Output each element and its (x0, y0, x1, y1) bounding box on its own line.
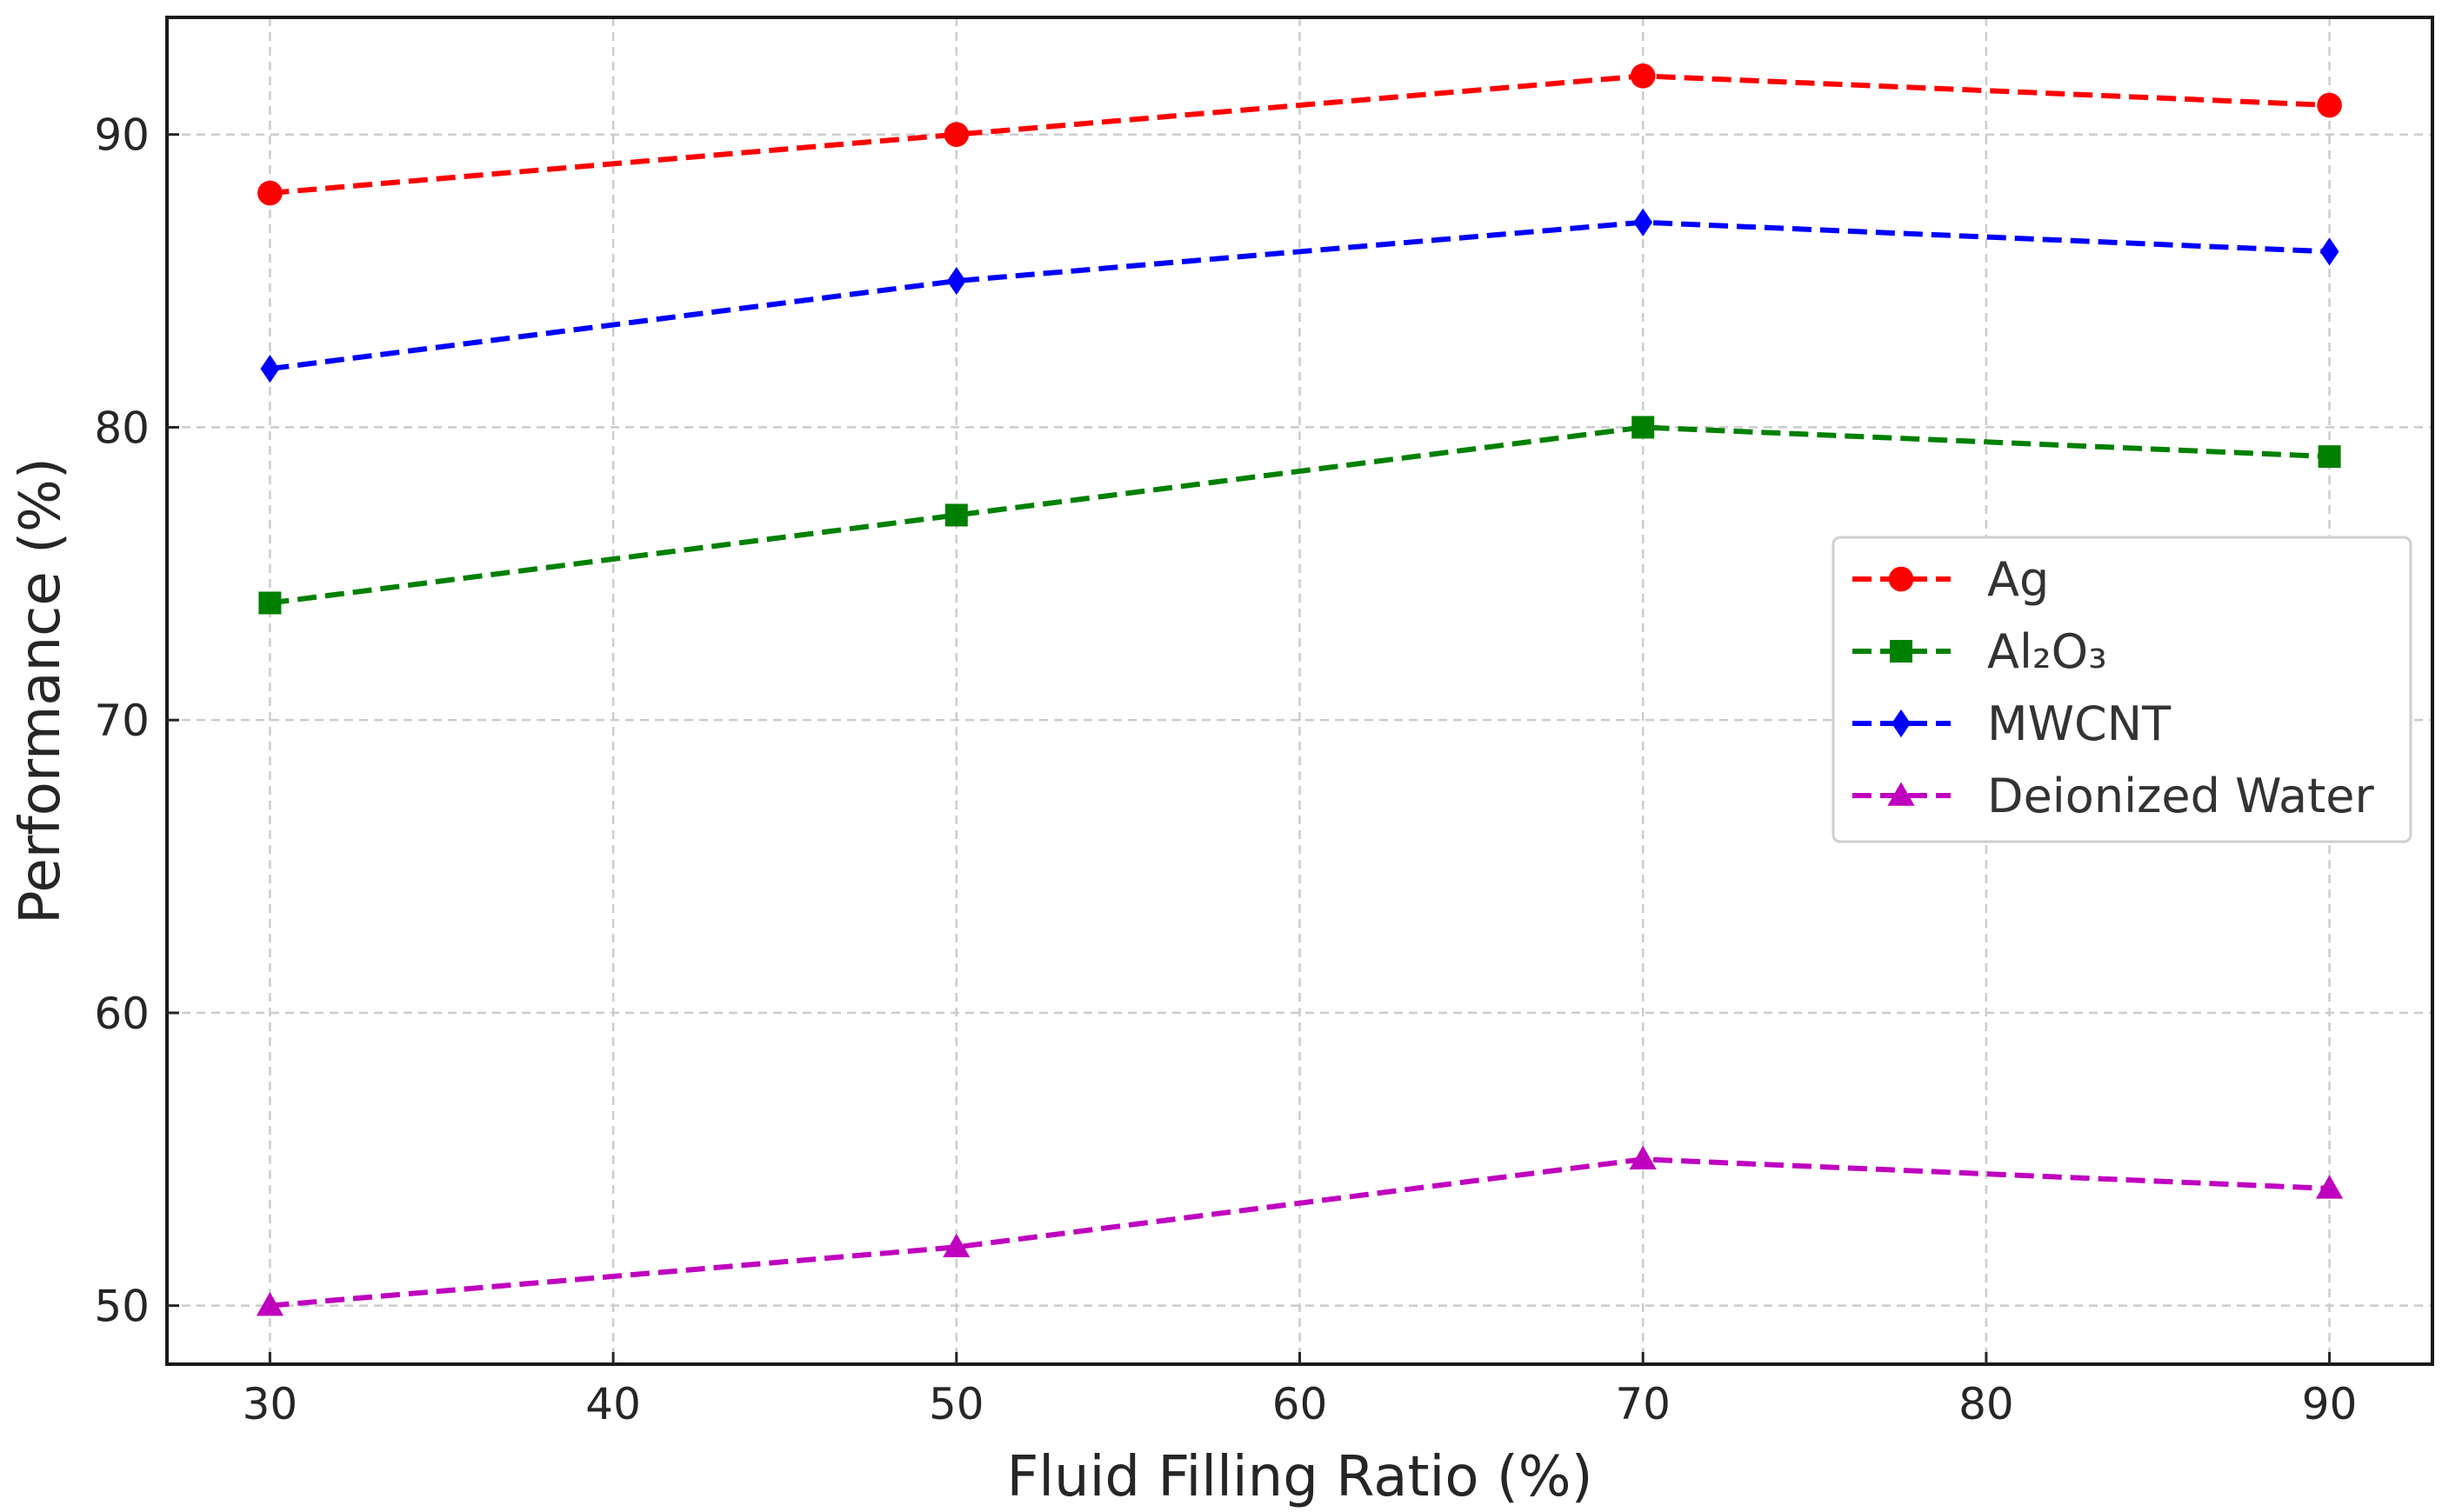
series-line-al-o (270, 424, 2330, 606)
x-tick-label: 50 (929, 1379, 984, 1429)
data-point-al-o (2318, 445, 2341, 469)
data-point-al-o (944, 503, 968, 527)
legend-entry-al-o: Al₂O₃ (1852, 624, 2107, 679)
data-point-ag (1630, 63, 1656, 89)
x-tick-label: 30 (243, 1379, 298, 1429)
y-tick-label: 80 (94, 403, 150, 453)
series-deionized-water (256, 1145, 2344, 1316)
legend-marker-mwcnt (1892, 709, 1911, 738)
y-tick-label: 90 (94, 110, 150, 161)
x-tick-label: 90 (2302, 1379, 2358, 1429)
legend-label-deionized-water: Deionized Water (1987, 769, 2375, 823)
y-tick-label: 50 (94, 1282, 150, 1332)
data-point-mwcnt (946, 266, 966, 296)
x-tick-label: 40 (585, 1379, 641, 1429)
data-point-deionized-water (256, 1292, 284, 1316)
data-point-ag (2317, 92, 2342, 118)
series-line-ag (270, 73, 2330, 196)
y-axis-label: Performance (%) (9, 457, 73, 924)
legend-marker-ag (1888, 566, 1914, 592)
x-tick-label: 70 (1615, 1379, 1671, 1429)
data-point-deionized-water (1629, 1145, 1657, 1169)
legend-marker-deionized-water (1887, 782, 1915, 806)
data-point-mwcnt (2319, 237, 2339, 266)
series-line-mwcnt (270, 219, 2330, 372)
data-point-mwcnt (1633, 208, 1653, 236)
legend-entry-mwcnt: MWCNT (1852, 696, 2172, 751)
ticks: 30 40 50 60 70 80 90 50 60 70 80 90 (94, 110, 2357, 1429)
x-tick-label: 80 (1958, 1379, 2014, 1429)
data-point-al-o (258, 591, 282, 615)
data-point-deionized-water (2315, 1175, 2344, 1199)
series-line-deionized-water (270, 1156, 2330, 1309)
legend: Ag Al₂O₃ MWCNT Deionized Water (1832, 536, 2412, 843)
legend-label-mwcnt: MWCNT (1987, 696, 2172, 751)
series-al-o (258, 416, 2341, 615)
x-axis-label: Fluid Filling Ratio (%) (1006, 1445, 1592, 1509)
x-tick-label: 60 (1272, 1379, 1328, 1429)
legend-box (1832, 536, 2412, 843)
data-point-mwcnt (260, 354, 280, 383)
legend-entry-deionized-water: Deionized Water (1852, 769, 2375, 823)
legend-entry-ag: Ag (1852, 552, 2049, 607)
series-layer (256, 63, 2344, 1316)
series-mwcnt (260, 208, 2339, 383)
data-point-ag (257, 180, 283, 206)
legend-label-ag: Ag (1987, 552, 2049, 607)
y-tick-label: 70 (94, 696, 150, 746)
data-point-al-o (1631, 416, 1655, 439)
legend-label-al-o: Al₂O₃ (1987, 624, 2107, 679)
series-ag (257, 63, 2342, 206)
data-point-deionized-water (943, 1233, 971, 1258)
y-tick-label: 60 (94, 989, 150, 1039)
data-point-ag (944, 122, 970, 147)
legend-marker-al-o (1890, 640, 1912, 663)
